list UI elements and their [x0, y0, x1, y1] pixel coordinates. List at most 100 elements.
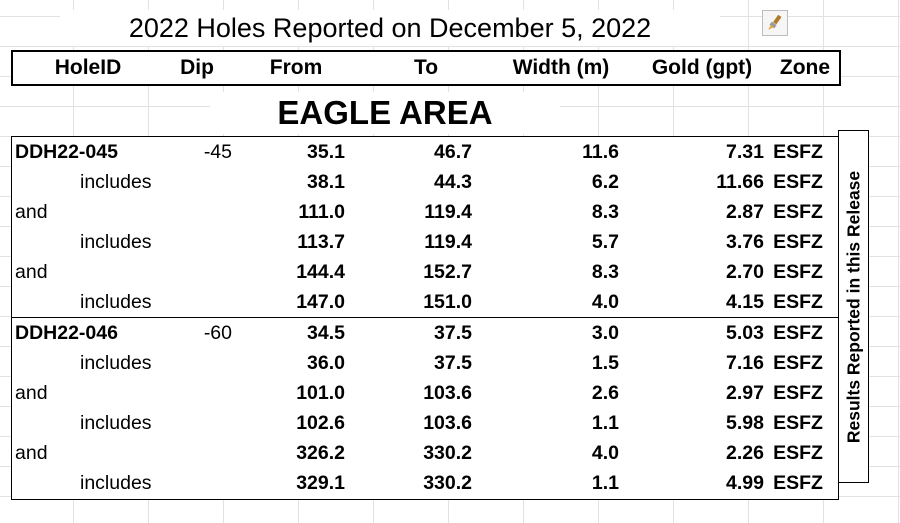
table-row: and 144.4 152.7 8.3 2.70 ESFZ [12, 257, 838, 287]
table-row: includes 329.1 330.2 1.1 4.99 ESFZ [12, 468, 838, 498]
table-row: DDH22-045 -45 35.1 46.7 11.6 7.31 ESFZ [12, 137, 838, 167]
cell-from: 101.0 [296, 382, 345, 404]
table-row: includes 147.0 151.0 4.0 4.15 ESFZ [12, 287, 838, 317]
cell-zone: ESFZ [773, 261, 823, 283]
cell-holeid: DDH22-045 [15, 141, 118, 163]
header-width: Width (m) [512, 56, 610, 79]
cell-zone: ESFZ [773, 231, 823, 253]
cell-to: 330.2 [423, 472, 472, 494]
header-dip: Dip [180, 56, 214, 79]
cell-holeid: includes [80, 231, 152, 253]
cell-from: 144.4 [296, 261, 345, 283]
cell-gold: 5.03 [726, 322, 764, 344]
table-row: DDH22-046 -60 34.5 37.5 3.0 5.03 ESFZ [12, 317, 838, 348]
cell-width: 6.2 [591, 171, 619, 193]
cell-width: 4.0 [591, 291, 619, 313]
cell-holeid: and [15, 442, 48, 464]
cell-holeid: includes [80, 412, 152, 434]
release-note-label: Results Reported in this Release [843, 170, 863, 443]
cell-dip: -60 [203, 322, 232, 344]
cell-from: 36.0 [307, 352, 345, 374]
cell-from: 38.1 [307, 171, 345, 193]
cell-holeid: and [15, 201, 48, 223]
cell-width: 8.3 [591, 261, 619, 283]
cell-zone: ESFZ [773, 352, 823, 374]
results-table: DDH22-045 -45 35.1 46.7 11.6 7.31 ESFZ i… [11, 136, 839, 500]
cell-holeid: and [15, 261, 48, 283]
cell-to: 37.5 [434, 352, 472, 374]
cell-zone: ESFZ [773, 141, 823, 163]
cell-to: 330.2 [423, 442, 472, 464]
cell-to: 103.6 [423, 382, 472, 404]
cell-gold: 2.97 [726, 382, 764, 404]
cell-zone: ESFZ [773, 382, 823, 404]
cell-holeid: and [15, 382, 48, 404]
cell-from: 35.1 [307, 141, 345, 163]
cell-width: 3.0 [591, 322, 619, 344]
cell-zone: ESFZ [773, 442, 823, 464]
cell-gold: 2.70 [726, 261, 764, 283]
cell-zone: ESFZ [773, 291, 823, 313]
table-row: includes 102.6 103.6 1.1 5.98 ESFZ [12, 408, 838, 438]
cell-width: 8.3 [591, 201, 619, 223]
cell-width: 1.5 [591, 352, 619, 374]
cell-gold: 4.99 [726, 472, 764, 494]
cell-holeid: DDH22-046 [15, 322, 118, 344]
header-to: To [413, 56, 439, 79]
table-row: includes 113.7 119.4 5.7 3.76 ESFZ [12, 227, 838, 257]
cell-from: 326.2 [296, 442, 345, 464]
cell-gold: 2.87 [726, 201, 764, 223]
cell-to: 44.3 [434, 171, 472, 193]
cell-dip: -45 [203, 141, 232, 163]
cell-gold: 7.31 [726, 141, 764, 163]
cell-width: 2.6 [591, 382, 619, 404]
header-holeid: HoleID [54, 56, 122, 79]
cell-zone: ESFZ [773, 201, 823, 223]
header-from: From [269, 56, 323, 79]
cell-to: 103.6 [423, 412, 472, 434]
cell-from: 34.5 [307, 322, 345, 344]
cell-width: 11.6 [582, 141, 619, 163]
cell-width: 5.7 [591, 231, 619, 253]
cell-from: 113.7 [297, 231, 345, 253]
cell-to: 151.0 [423, 291, 472, 313]
table-row: and 101.0 103.6 2.6 2.97 ESFZ [12, 378, 838, 408]
cell-zone: ESFZ [773, 472, 823, 494]
cell-gold: 11.66 [716, 171, 764, 193]
cell-holeid: includes [80, 171, 152, 193]
cell-gold: 5.98 [726, 412, 764, 434]
cell-gold: 3.76 [726, 231, 764, 253]
cell-to: 119.4 [424, 231, 472, 253]
table-row: includes 36.0 37.5 1.5 7.16 ESFZ [12, 348, 838, 378]
table-row: and 326.2 330.2 4.0 2.26 ESFZ [12, 438, 838, 468]
cell-to: 152.7 [423, 261, 472, 283]
table-row: and 111.0 119.4 8.3 2.87 ESFZ [12, 197, 838, 227]
cell-holeid: includes [80, 352, 152, 374]
cell-zone: ESFZ [773, 171, 823, 193]
header-gold: Gold (gpt) [651, 56, 753, 79]
cell-to: 119.4 [424, 201, 472, 223]
cell-from: 111.0 [298, 201, 345, 223]
cell-holeid: includes [80, 472, 152, 494]
cell-width: 1.1 [591, 412, 619, 434]
cell-width: 4.0 [591, 442, 619, 464]
cell-zone: ESFZ [773, 322, 823, 344]
cell-from: 147.0 [296, 291, 345, 313]
cell-zone: ESFZ [773, 412, 823, 434]
cell-from: 329.1 [296, 472, 345, 494]
sheet-title: 2022 Holes Reported on December 5, 2022 [60, 10, 720, 46]
paintbrush-icon[interactable] [762, 10, 788, 36]
column-header-row: HoleID Dip From To Width (m) Gold (gpt) … [11, 50, 841, 86]
cell-gold: 4.15 [726, 291, 764, 313]
release-note-box: Results Reported in this Release [838, 130, 869, 483]
cell-width: 1.1 [591, 472, 619, 494]
cell-gold: 2.26 [726, 442, 764, 464]
cell-to: 37.5 [434, 322, 472, 344]
cell-from: 102.6 [296, 412, 345, 434]
header-zone: Zone [779, 56, 831, 79]
cell-gold: 7.16 [726, 352, 764, 374]
table-row: includes 38.1 44.3 6.2 11.66 ESFZ [12, 167, 838, 197]
cell-holeid: includes [80, 291, 152, 313]
cell-to: 46.7 [434, 141, 472, 163]
area-heading: EAGLE AREA [210, 92, 560, 134]
